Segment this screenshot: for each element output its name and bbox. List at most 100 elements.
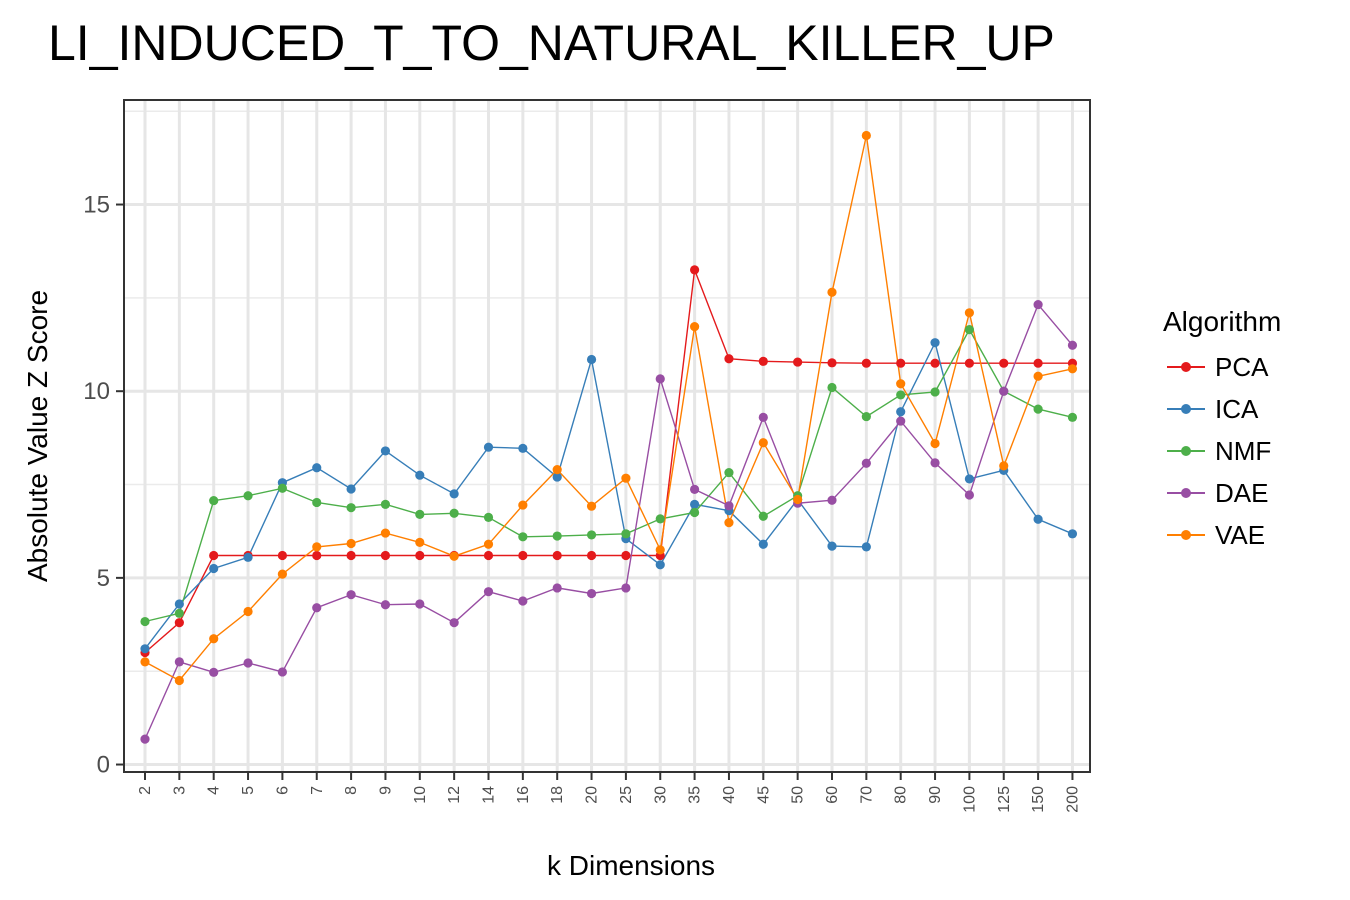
x-tick-label: 90 — [927, 786, 944, 804]
y-tick-label: 5 — [97, 565, 110, 592]
data-point-nmf — [621, 529, 631, 539]
data-point-nmf — [861, 411, 871, 422]
data-point-vae — [621, 473, 631, 483]
data-point-pca — [1033, 358, 1043, 368]
data-point-nmf — [896, 390, 906, 400]
x-tick-label: 40 — [721, 786, 738, 804]
data-point-nmf — [586, 530, 597, 540]
data-point-dae — [174, 657, 184, 667]
data-point-vae — [1067, 364, 1078, 374]
data-point-nmf — [964, 325, 975, 335]
data-point-vae — [930, 438, 940, 449]
x-tick-label: 10 — [412, 786, 429, 804]
x-tick-label: 14 — [481, 786, 498, 804]
x-tick-label: 20 — [584, 786, 601, 804]
x-tick-label: 100 — [961, 786, 978, 813]
x-tick-label: 125 — [996, 786, 1013, 813]
data-point-pca — [586, 550, 597, 561]
data-point-vae — [415, 537, 425, 548]
data-point-pca — [380, 550, 391, 561]
data-point-vae — [174, 675, 184, 686]
data-point-dae — [518, 596, 528, 606]
data-point-vae — [827, 287, 837, 297]
y-tick-label: 0 — [97, 752, 110, 779]
data-point-dae — [312, 603, 322, 613]
data-point-nmf — [690, 507, 700, 518]
data-point-vae — [243, 606, 253, 617]
x-tick-label: 9 — [377, 786, 394, 795]
x-tick-label: 12 — [446, 786, 463, 804]
legend-label: PCA — [1215, 351, 1269, 382]
data-point-ica — [243, 552, 253, 562]
data-point-ica — [312, 463, 322, 473]
data-point-nmf — [483, 512, 494, 522]
x-tick-label: 3 — [171, 786, 188, 795]
data-point-dae — [586, 588, 597, 599]
x-tick-label: 200 — [1064, 786, 1081, 813]
y-tick-label: 10 — [83, 378, 110, 405]
series-line-nmf — [144, 328, 1073, 623]
data-point-nmf — [827, 382, 837, 393]
data-point-vae — [655, 545, 665, 555]
x-tick-label: 25 — [618, 786, 635, 804]
data-point-nmf — [312, 497, 322, 508]
data-point-vae — [861, 130, 871, 141]
data-point-dae — [690, 484, 700, 494]
x-tick-label: 2 — [137, 786, 154, 795]
data-point-ica — [140, 644, 150, 654]
data-point-pca — [312, 550, 322, 561]
x-tick-label: 70 — [858, 786, 875, 804]
data-point-pca — [827, 358, 837, 368]
data-point-nmf — [415, 509, 425, 519]
data-point-ica — [896, 407, 906, 417]
data-point-dae — [999, 386, 1009, 396]
data-point-dae — [209, 667, 219, 677]
data-point-ica — [483, 442, 494, 452]
data-point-vae — [724, 518, 734, 528]
data-point-nmf — [277, 483, 287, 493]
series-line-vae — [144, 135, 1073, 682]
data-point-ica — [655, 560, 665, 570]
x-axis-title: k Dimensions — [547, 850, 715, 881]
data-point-vae — [586, 501, 597, 511]
data-point-ica — [552, 472, 562, 482]
data-point-nmf — [449, 508, 459, 518]
data-point-nmf — [930, 387, 940, 397]
x-tick-label: 18 — [549, 786, 566, 804]
data-point-dae — [1067, 340, 1078, 350]
data-point-nmf — [380, 499, 391, 509]
data-point-vae — [758, 438, 768, 448]
data-point-nmf — [346, 503, 356, 513]
data-point-vae — [140, 657, 150, 667]
data-point-dae — [964, 490, 975, 500]
data-point-ica — [827, 541, 837, 551]
legend-key — [1163, 514, 1209, 556]
data-point-pca — [861, 358, 871, 368]
data-point-vae — [380, 528, 391, 538]
data-point-dae — [724, 501, 734, 511]
data-point-pca — [758, 356, 768, 366]
legend-item-nmf: NMF — [1163, 430, 1281, 472]
data-point-pca — [964, 358, 975, 368]
data-point-nmf — [1067, 412, 1078, 422]
data-point-pca — [896, 358, 906, 368]
data-point-vae — [277, 569, 287, 579]
data-point-dae — [930, 458, 940, 468]
data-point-pca — [724, 354, 734, 364]
legend-key — [1163, 472, 1209, 514]
series-line-dae — [144, 303, 1074, 740]
data-point-ica — [964, 474, 975, 484]
legend-label: ICA — [1215, 393, 1259, 424]
data-point-nmf — [243, 491, 253, 501]
data-point-pca — [415, 550, 425, 561]
legend-item-vae: VAE — [1163, 514, 1281, 556]
data-point-ica — [758, 539, 768, 549]
data-point-ica — [861, 542, 871, 552]
legend-item-pca: PCA — [1163, 346, 1281, 388]
series-line-ica — [144, 340, 1073, 650]
data-point-vae — [346, 538, 356, 549]
data-point-dae — [140, 734, 150, 744]
legend-label: VAE — [1215, 519, 1266, 550]
data-point-nmf — [174, 608, 184, 618]
